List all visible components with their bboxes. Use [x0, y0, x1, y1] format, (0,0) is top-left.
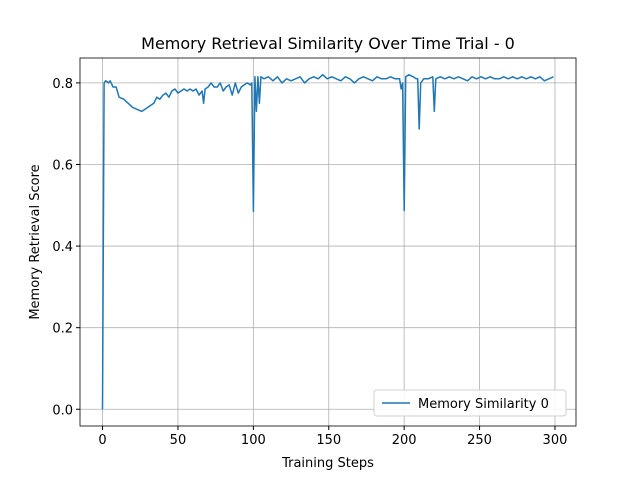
y-tick-label: 0.2 — [52, 322, 73, 337]
y-tick-label: 0.0 — [52, 403, 73, 418]
x-axis-label: Training Steps — [281, 456, 374, 471]
y-tick-label: 0.6 — [52, 158, 73, 173]
x-tick-label: 250 — [467, 433, 492, 448]
y-tick-label: 0.4 — [52, 240, 73, 255]
x-tick-label: 150 — [316, 433, 341, 448]
chart-title: Memory Retrieval Similarity Over Time Tr… — [141, 34, 515, 53]
x-tick-label: 200 — [392, 433, 417, 448]
x-tick-label: 300 — [543, 433, 568, 448]
data-line — [101, 73, 554, 410]
x-tick-label: 50 — [170, 433, 187, 448]
x-tick-label: 0 — [98, 433, 106, 448]
plot-frame — [79, 57, 577, 427]
x-tick-label: 100 — [241, 433, 266, 448]
y-tick-label: 0.8 — [52, 77, 73, 92]
legend-label: Memory Similarity 0 — [418, 397, 549, 412]
legend-box — [373, 389, 567, 417]
y-axis-label: Memory Retrieval Score — [28, 164, 43, 319]
